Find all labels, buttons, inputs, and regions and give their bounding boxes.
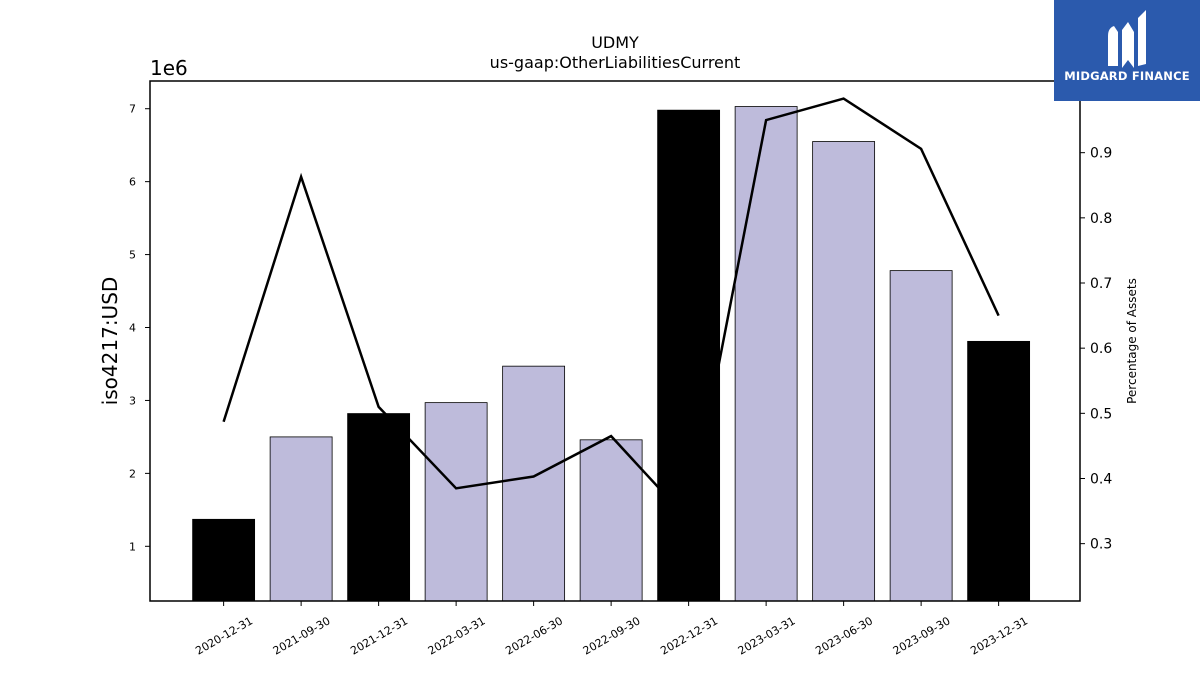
bar-2020-12-31 [192, 518, 256, 602]
bar-2023-12-31 [967, 340, 1031, 602]
bar-2023-03-31 [734, 106, 798, 602]
y2-tick-label: 0.8 [1090, 211, 1112, 227]
x-tick-label: 2022-12-31 [658, 614, 720, 657]
bar-2022-09-30 [579, 439, 643, 602]
midgard-logo: MIDGARD FINANCE [1054, 0, 1200, 101]
y2-tick-label: 0.3 [1090, 537, 1112, 553]
x-tick-label: 2023-03-31 [736, 614, 798, 657]
chart-subtitle: us-gaap:OtherLiabilitiesCurrent [490, 53, 741, 72]
bar-2022-06-30 [502, 365, 566, 602]
y-tick-label: 1 [129, 540, 136, 553]
bar-2021-09-30 [269, 436, 333, 602]
bar-2023-06-30 [812, 141, 876, 602]
y2-tick-label: 0.5 [1090, 406, 1112, 422]
bar-2022-03-31 [424, 402, 488, 602]
percentage-line [222, 97, 1000, 523]
x-tick-label: 2022-03-31 [426, 614, 488, 657]
x-tick-label: 2022-09-30 [581, 614, 643, 657]
y-tick-label: 2 [129, 467, 136, 480]
chart-title: UDMY [591, 33, 639, 52]
y2-tick-label: 0.9 [1090, 146, 1112, 162]
x-tick-label: 2023-12-31 [968, 614, 1030, 657]
y2-tick-label: 0.7 [1090, 276, 1112, 292]
y2-tick-label: 0.6 [1090, 341, 1112, 357]
bar-2021-12-31 [347, 413, 411, 602]
x-tick-label: 2023-06-30 [813, 614, 875, 657]
y2-axis-label: Percentage of Assets [1125, 278, 1139, 404]
bar-2022-12-31 [657, 109, 721, 602]
y-tick-label: 5 [129, 249, 136, 262]
logo-text: MIDGARD FINANCE [1064, 69, 1190, 83]
x-tick-label: 2021-09-30 [271, 614, 333, 657]
y-axis-label: iso4217:USD [98, 277, 122, 406]
y-tick-label: 7 [129, 103, 136, 116]
x-tick-label: 2022-06-30 [503, 614, 565, 657]
x-tick-label: 2021-12-31 [348, 614, 410, 657]
bar-2023-09-30 [889, 270, 953, 602]
x-tick-label: 2020-12-31 [193, 614, 255, 657]
x-tick-label: 2023-09-30 [891, 614, 953, 657]
y-tick-label: 4 [129, 322, 136, 335]
y-tick-label: 6 [129, 176, 136, 189]
y-tick-label: 3 [129, 394, 136, 407]
y-offset-label: 1e6 [150, 56, 188, 80]
midgard-logo-icon [1108, 10, 1146, 68]
plot-frame [149, 80, 1081, 602]
y2-tick-label: 0.4 [1090, 471, 1112, 487]
